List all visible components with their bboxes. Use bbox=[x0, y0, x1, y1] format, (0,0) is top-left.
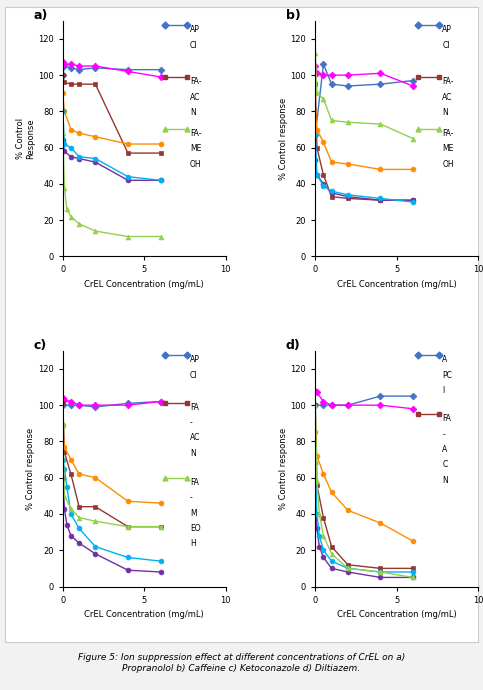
Text: OH: OH bbox=[442, 160, 454, 169]
Text: FA-: FA- bbox=[442, 77, 454, 86]
Y-axis label: % Control
Response: % Control Response bbox=[16, 118, 35, 159]
Text: FA: FA bbox=[190, 478, 199, 487]
Text: b): b) bbox=[286, 9, 301, 22]
Text: N: N bbox=[442, 475, 448, 484]
Text: A: A bbox=[442, 445, 448, 454]
Text: CI: CI bbox=[442, 41, 450, 50]
Text: -: - bbox=[190, 493, 193, 502]
Text: N: N bbox=[190, 448, 196, 457]
Text: ME: ME bbox=[190, 144, 201, 153]
Text: A: A bbox=[442, 355, 448, 364]
Text: AC: AC bbox=[190, 433, 200, 442]
Text: AP: AP bbox=[190, 26, 200, 34]
Text: ME: ME bbox=[442, 144, 454, 153]
Text: AP: AP bbox=[190, 355, 200, 364]
Text: N: N bbox=[442, 108, 448, 117]
Text: AC: AC bbox=[190, 92, 200, 101]
Text: N: N bbox=[190, 108, 196, 117]
Text: C: C bbox=[442, 460, 448, 469]
X-axis label: CrEL Concentration (mg/mL): CrEL Concentration (mg/mL) bbox=[85, 610, 204, 619]
Text: M: M bbox=[190, 509, 197, 518]
Y-axis label: % Control response: % Control response bbox=[279, 97, 288, 179]
Text: FA-: FA- bbox=[442, 129, 454, 138]
Text: H: H bbox=[190, 540, 196, 549]
Text: AC: AC bbox=[442, 92, 453, 101]
Text: FA: FA bbox=[190, 403, 199, 412]
Text: c): c) bbox=[33, 339, 47, 352]
Text: I: I bbox=[442, 386, 444, 395]
Text: EO: EO bbox=[190, 524, 200, 533]
Text: a): a) bbox=[33, 9, 48, 22]
Text: -: - bbox=[190, 418, 193, 427]
Text: -: - bbox=[442, 430, 445, 439]
Text: CI: CI bbox=[190, 371, 198, 380]
Text: FA-: FA- bbox=[190, 77, 201, 86]
Text: Figure 5: Ion suppression effect at different concentrations of CrEL on a)
Propr: Figure 5: Ion suppression effect at diff… bbox=[78, 653, 405, 673]
Text: PC: PC bbox=[442, 371, 452, 380]
Text: d): d) bbox=[286, 339, 301, 352]
Text: OH: OH bbox=[190, 160, 201, 169]
Text: FA-: FA- bbox=[190, 129, 201, 138]
Text: FA: FA bbox=[442, 415, 451, 424]
X-axis label: CrEL Concentration (mg/mL): CrEL Concentration (mg/mL) bbox=[337, 610, 456, 619]
Text: AP: AP bbox=[442, 26, 452, 34]
X-axis label: CrEL Concentration (mg/mL): CrEL Concentration (mg/mL) bbox=[337, 280, 456, 289]
Y-axis label: % Control response: % Control response bbox=[26, 428, 35, 510]
Y-axis label: % Control response: % Control response bbox=[279, 428, 288, 510]
Text: CI: CI bbox=[190, 41, 198, 50]
X-axis label: CrEL Concentration (mg/mL): CrEL Concentration (mg/mL) bbox=[85, 280, 204, 289]
